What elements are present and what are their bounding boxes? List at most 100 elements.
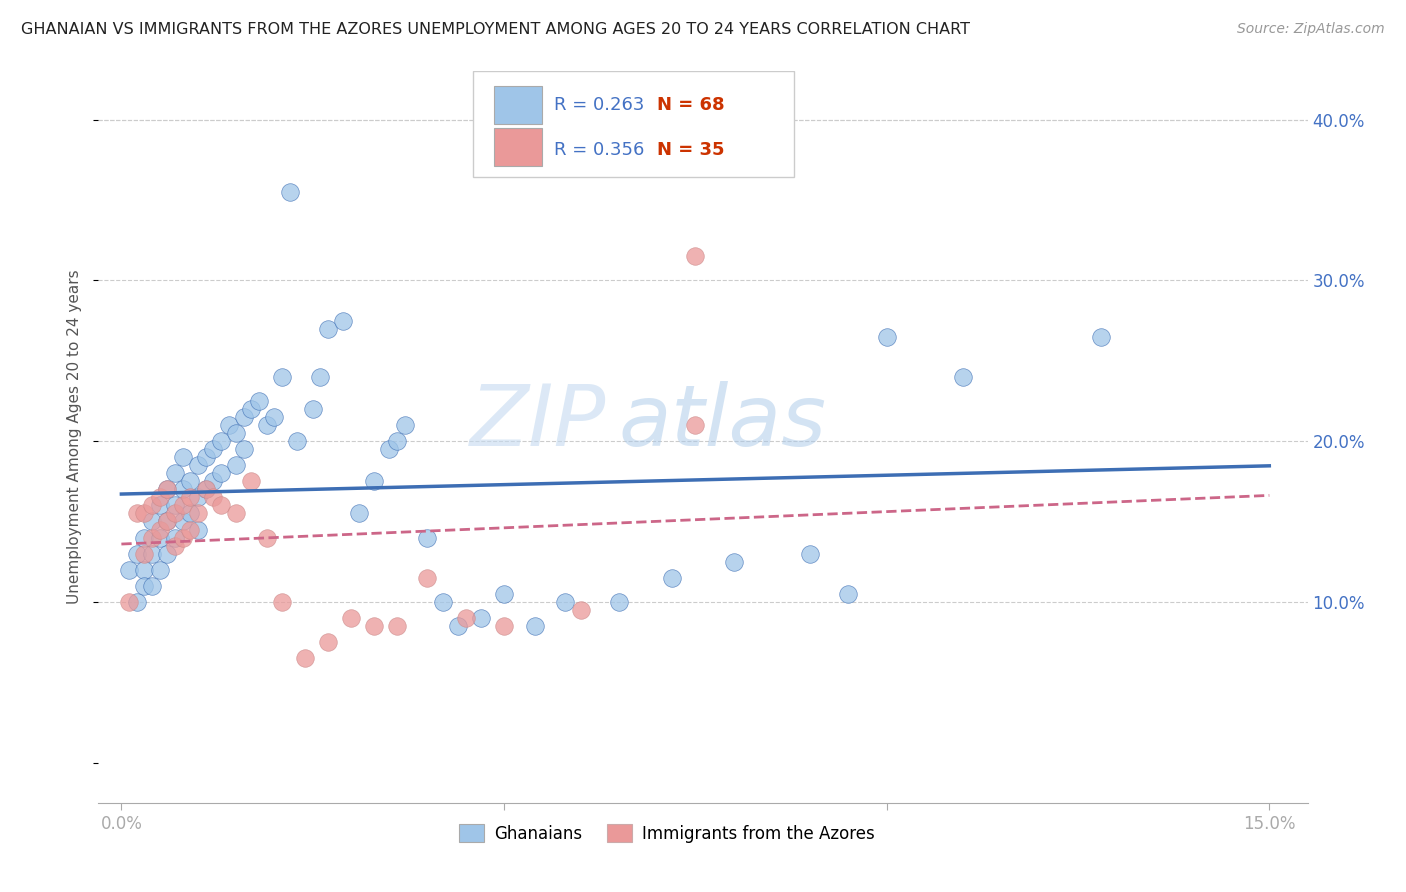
Point: [187, 458, 209, 473]
Point: [187, 491, 209, 505]
Point: [172, 450, 194, 465]
Point: [156, 515, 179, 529]
Point: [454, 611, 477, 625]
Point: [225, 458, 247, 473]
Point: [661, 571, 683, 585]
Point: [118, 595, 141, 609]
Point: [316, 635, 339, 649]
Point: [347, 507, 370, 521]
Point: [179, 491, 201, 505]
Point: [209, 467, 232, 481]
Point: [156, 547, 179, 561]
Point: [179, 507, 201, 521]
Point: [134, 563, 156, 577]
Point: [256, 531, 278, 545]
Point: [523, 619, 546, 633]
Point: [202, 491, 225, 505]
Point: [218, 417, 240, 432]
Point: [294, 651, 316, 665]
Point: [141, 547, 163, 561]
Point: [141, 515, 163, 529]
Point: [607, 595, 630, 609]
Point: [179, 475, 201, 489]
Point: [363, 475, 385, 489]
Point: [1090, 329, 1112, 343]
Point: [149, 531, 172, 545]
Point: [125, 507, 148, 521]
Legend: Ghanaians, Immigrants from the Azores: Ghanaians, Immigrants from the Azores: [453, 818, 882, 849]
Point: [172, 515, 194, 529]
Point: [225, 425, 247, 440]
Point: [149, 499, 172, 513]
Point: [172, 483, 194, 497]
Point: [149, 491, 172, 505]
FancyBboxPatch shape: [494, 86, 543, 124]
Point: [149, 563, 172, 577]
Point: [134, 547, 156, 561]
Point: [172, 531, 194, 545]
Point: [363, 619, 385, 633]
Text: R = 0.356: R = 0.356: [554, 141, 644, 160]
Point: [301, 401, 323, 416]
Point: [172, 499, 194, 513]
Point: [256, 417, 278, 432]
Point: [799, 547, 821, 561]
Point: [163, 499, 186, 513]
Text: atlas: atlas: [619, 381, 827, 464]
Point: [141, 531, 163, 545]
Text: R = 0.263: R = 0.263: [554, 96, 644, 114]
Point: [554, 595, 576, 609]
Point: [240, 475, 263, 489]
Point: [432, 595, 454, 609]
Point: [271, 595, 294, 609]
Point: [209, 499, 232, 513]
Point: [187, 523, 209, 537]
Point: [952, 369, 974, 384]
Point: [202, 442, 225, 457]
Point: [232, 442, 254, 457]
Text: GHANAIAN VS IMMIGRANTS FROM THE AZORES UNEMPLOYMENT AMONG AGES 20 TO 24 YEARS CO: GHANAIAN VS IMMIGRANTS FROM THE AZORES U…: [21, 22, 970, 37]
Point: [134, 507, 156, 521]
Text: N = 68: N = 68: [657, 96, 724, 114]
Point: [209, 434, 232, 449]
Point: [723, 555, 745, 569]
Point: [125, 547, 148, 561]
Point: [240, 401, 263, 416]
Point: [163, 539, 186, 553]
Point: [134, 579, 156, 593]
Point: [156, 515, 179, 529]
Point: [118, 563, 141, 577]
Point: [416, 531, 439, 545]
Point: [340, 611, 363, 625]
Point: [685, 417, 707, 432]
Point: [141, 499, 163, 513]
Point: [416, 571, 439, 585]
Point: [225, 507, 247, 521]
Point: [394, 417, 416, 432]
Text: N = 35: N = 35: [657, 141, 724, 160]
Point: [492, 619, 515, 633]
Point: [385, 619, 408, 633]
Point: [569, 603, 592, 617]
Point: [378, 442, 401, 457]
Point: [278, 185, 301, 199]
Point: [263, 409, 285, 424]
Point: [156, 483, 179, 497]
Point: [309, 369, 332, 384]
Point: [447, 619, 470, 633]
Point: [163, 467, 186, 481]
Point: [163, 531, 186, 545]
Point: [271, 369, 294, 384]
FancyBboxPatch shape: [494, 128, 543, 167]
Point: [134, 531, 156, 545]
Point: [194, 483, 217, 497]
Point: [232, 409, 254, 424]
Text: Source: ZipAtlas.com: Source: ZipAtlas.com: [1237, 22, 1385, 37]
Point: [179, 523, 201, 537]
Point: [163, 507, 186, 521]
Point: [287, 434, 309, 449]
Point: [194, 483, 217, 497]
Point: [194, 450, 217, 465]
Point: [332, 313, 354, 327]
Point: [156, 483, 179, 497]
